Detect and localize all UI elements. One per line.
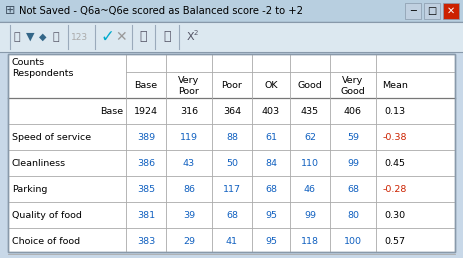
Text: Not Saved - Q6a~Q6e scored as Balanced score -2 to +2: Not Saved - Q6a~Q6e scored as Balanced s… [19, 6, 303, 16]
Text: Very
Good: Very Good [341, 76, 365, 96]
Text: 39: 39 [183, 211, 195, 220]
Text: 406: 406 [344, 107, 362, 116]
Text: Quality of food: Quality of food [12, 211, 82, 220]
Text: 123: 123 [71, 33, 88, 42]
Text: 386: 386 [137, 158, 155, 167]
Text: 29: 29 [183, 237, 195, 246]
Text: 2: 2 [194, 30, 198, 36]
Text: 59: 59 [347, 133, 359, 141]
Bar [8, 54, 455, 252]
Bar [424, 3, 440, 19]
Bar [0, 0, 463, 22]
Text: ✕: ✕ [115, 30, 127, 44]
Text: ▼: ▼ [26, 32, 34, 42]
Text: 68: 68 [347, 184, 359, 194]
Text: Speed of service: Speed of service [12, 133, 91, 141]
Text: 50: 50 [226, 158, 238, 167]
Text: ✕: ✕ [447, 6, 455, 16]
Text: 99: 99 [304, 211, 316, 220]
Text: 95: 95 [265, 211, 277, 220]
Text: 0.45: 0.45 [384, 158, 406, 167]
Text: 86: 86 [183, 184, 195, 194]
Text: 316: 316 [180, 107, 198, 116]
Text: 62: 62 [304, 133, 316, 141]
Text: X: X [186, 32, 194, 42]
Text: 119: 119 [180, 133, 198, 141]
Text: 95: 95 [265, 237, 277, 246]
Text: Cleanliness: Cleanliness [12, 158, 66, 167]
Text: 68: 68 [226, 211, 238, 220]
Text: 43: 43 [183, 158, 195, 167]
Text: 389: 389 [137, 133, 155, 141]
Text: 46: 46 [304, 184, 316, 194]
Text: ⧉: ⧉ [139, 30, 147, 44]
Text: 118: 118 [301, 237, 319, 246]
Text: 383: 383 [137, 237, 155, 246]
Text: ✓: ✓ [100, 28, 114, 46]
Text: 435: 435 [301, 107, 319, 116]
Text: 61: 61 [265, 133, 277, 141]
Text: 0.57: 0.57 [384, 237, 406, 246]
Text: 68: 68 [265, 184, 277, 194]
Text: Parking: Parking [12, 184, 47, 194]
Bar [405, 3, 421, 19]
Text: 403: 403 [262, 107, 280, 116]
Text: Choice of food: Choice of food [12, 237, 80, 246]
Text: Base: Base [100, 107, 123, 116]
Text: 385: 385 [137, 184, 155, 194]
Text: -0.28: -0.28 [383, 184, 407, 194]
Text: 88: 88 [226, 133, 238, 141]
Text: Good: Good [298, 82, 322, 91]
Text: 84: 84 [265, 158, 277, 167]
Text: 99: 99 [347, 158, 359, 167]
Text: 80: 80 [347, 211, 359, 220]
Text: Very
Poor: Very Poor [178, 76, 200, 96]
Text: 381: 381 [137, 211, 155, 220]
Text: 🖨: 🖨 [163, 30, 171, 44]
Text: 364: 364 [223, 107, 241, 116]
Text: OK: OK [264, 82, 278, 91]
Text: ⊞: ⊞ [5, 4, 15, 18]
Text: Counts
Respondents: Counts Respondents [12, 58, 74, 78]
Text: 117: 117 [223, 184, 241, 194]
Text: □: □ [427, 6, 437, 16]
Bar [0, 22, 463, 52]
Text: 0.30: 0.30 [384, 211, 406, 220]
Text: Mean: Mean [382, 82, 408, 91]
Text: Base: Base [134, 82, 157, 91]
Text: Poor: Poor [222, 82, 243, 91]
Text: ─: ─ [410, 6, 416, 16]
Text: 0.13: 0.13 [384, 107, 406, 116]
Text: 1924: 1924 [134, 107, 158, 116]
Bar [8, 54, 455, 252]
Text: 🗐: 🗐 [14, 32, 20, 42]
Text: ◆: ◆ [39, 32, 47, 42]
Text: 100: 100 [344, 237, 362, 246]
Bar [443, 3, 459, 19]
Text: 41: 41 [226, 237, 238, 246]
Text: 110: 110 [301, 158, 319, 167]
Text: 🗒: 🗒 [53, 32, 59, 42]
Text: -0.38: -0.38 [383, 133, 407, 141]
